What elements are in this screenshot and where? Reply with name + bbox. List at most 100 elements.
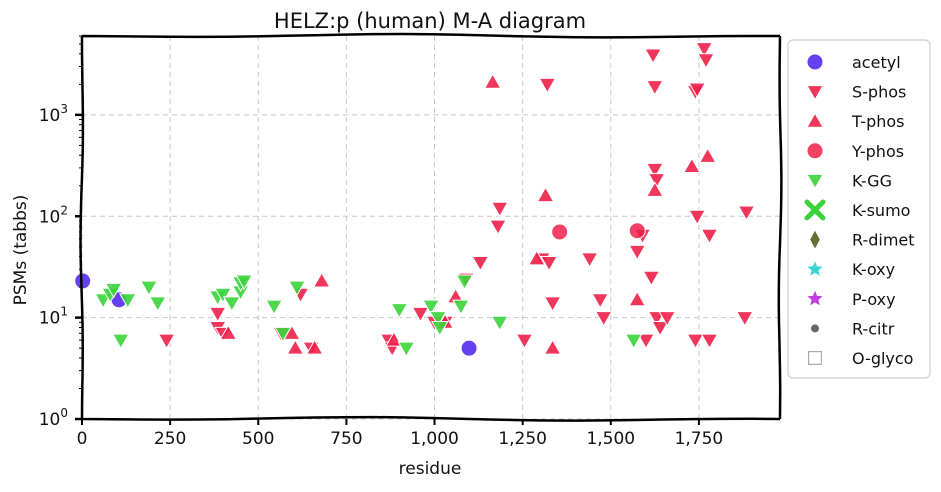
data-point-s-phos [647,173,666,189]
data-point-k-gg [490,315,509,332]
data-point-k-gg [274,326,292,343]
legend-label: R-dimet [852,231,915,250]
legend-marker-y-phos [806,142,824,160]
data-point-s-phos [515,333,534,350]
data-point-s-phos [208,306,227,323]
legend-marker-acetyl [806,53,824,71]
data-point-t-phos [312,271,331,288]
data-point-t-phos [483,73,502,89]
data-point-s-phos [642,270,661,287]
data-point-k-gg [222,296,241,312]
data-point-s-phos [651,320,670,337]
data-point-k-gg [452,299,470,316]
data-point-s-phos [645,162,664,179]
x-tick-label: 1,500 [586,429,635,449]
data-point-s-phos [538,77,557,94]
data-point-t-phos [543,339,562,355]
data-point-s-phos [735,311,754,327]
legend-label: K-GG [852,171,892,190]
data-point-s-phos [471,255,490,272]
data-point-s-phos [594,311,613,327]
data-point-s-phos [644,48,662,64]
x-tick-label: 1,750 [675,429,724,449]
chart-title: HELZ:p (human) M-A diagram [274,9,586,33]
data-point-t-phos [305,339,324,355]
legend-label: K-sumo [852,201,910,220]
legend-marker-r-dimet [810,230,820,249]
legend-marker-k-sumo [804,199,826,221]
data-point-y-phos [551,223,569,241]
x-tick-label: 0 [77,429,88,449]
data-point-s-phos [591,293,610,309]
points-layer [74,42,756,358]
data-point-s-phos [695,42,714,58]
data-point-s-phos [688,82,707,99]
legend-label: P-oxy [852,290,896,309]
y-tick-label: 100 [39,406,68,430]
data-point-s-phos [580,252,599,268]
data-point-s-phos [688,209,707,226]
data-point-s-phos [411,306,430,323]
data-point-s-phos [700,228,719,245]
legend-marker-r-citr [811,324,819,333]
legend-label: S-phos [852,83,906,102]
data-point-t-phos [286,339,305,355]
data-point-t-phos [385,331,403,347]
data-point-k-gg [422,299,440,316]
data-point-t-phos [628,290,647,307]
legend-marker-k-gg [806,173,824,190]
data-point-k-gg [430,320,449,337]
legend-marker-s-phos [806,85,824,101]
data-point-t-phos [219,324,238,340]
data-point-k-gg [288,280,306,297]
data-point-k-gg [390,303,409,319]
legend-marker-k-oxy [807,261,823,276]
legend-label: acetyl [852,53,901,72]
legend-marker-t-phos [806,112,824,128]
y-axis-title: PSMs (tabbs) [11,195,31,306]
data-point-t-phos [645,181,664,197]
x-axis-title: residue [399,459,462,479]
data-point-s-phos [658,311,677,327]
data-point-y-phos [628,222,646,240]
x-tick-label: 500 [242,429,274,449]
data-point-k-gg [104,282,123,299]
y-tick-label: 102 [39,203,68,227]
legend-label: Y-phos [851,142,904,161]
data-point-s-phos [700,333,719,350]
ticks-layer: 0 250 500 750 1,000 1,250 1,500 1,750 100 101 102 1… [39,35,724,449]
data-point-s-phos [645,80,664,96]
data-point-k-gg [397,341,416,358]
y-tick-label: 103 [39,102,68,126]
data-point-s-phos [490,201,509,218]
data-point-s-phos [489,219,507,236]
data-point-s-phos [157,333,176,350]
legend: acetyl S-phos T-phos Y-phos K-GG K-sumo R-dime… [787,39,931,379]
grid-layer [81,36,780,420]
legend-marker-p-oxy [807,290,823,306]
data-point-s-phos [737,205,756,222]
legend-label: K-oxy [852,260,895,279]
data-point-t-phos [527,249,546,266]
data-point-k-gg [265,299,283,316]
data-point-k-gg [429,311,447,327]
data-point-s-phos [697,53,715,69]
y-tick-label: 101 [39,305,68,329]
data-point-acetyl [460,339,478,357]
data-point-s-phos [540,255,558,272]
data-point-k-gg [214,287,232,304]
data-point-k-gg [624,333,643,350]
x-tick-label: 750 [330,429,362,449]
data-point-t-phos [683,157,701,173]
data-point-s-phos [543,296,562,312]
data-point-k-gg [235,274,254,290]
data-point-acetyl [74,272,92,290]
legend-box [787,39,931,379]
data-point-k-gg [111,333,130,350]
data-point-t-phos [698,147,717,163]
data-point-s-phos [628,244,647,261]
data-point-k-gg [140,280,158,297]
legend-label: T-phos [851,112,905,131]
data-point-k-gg [455,274,474,290]
